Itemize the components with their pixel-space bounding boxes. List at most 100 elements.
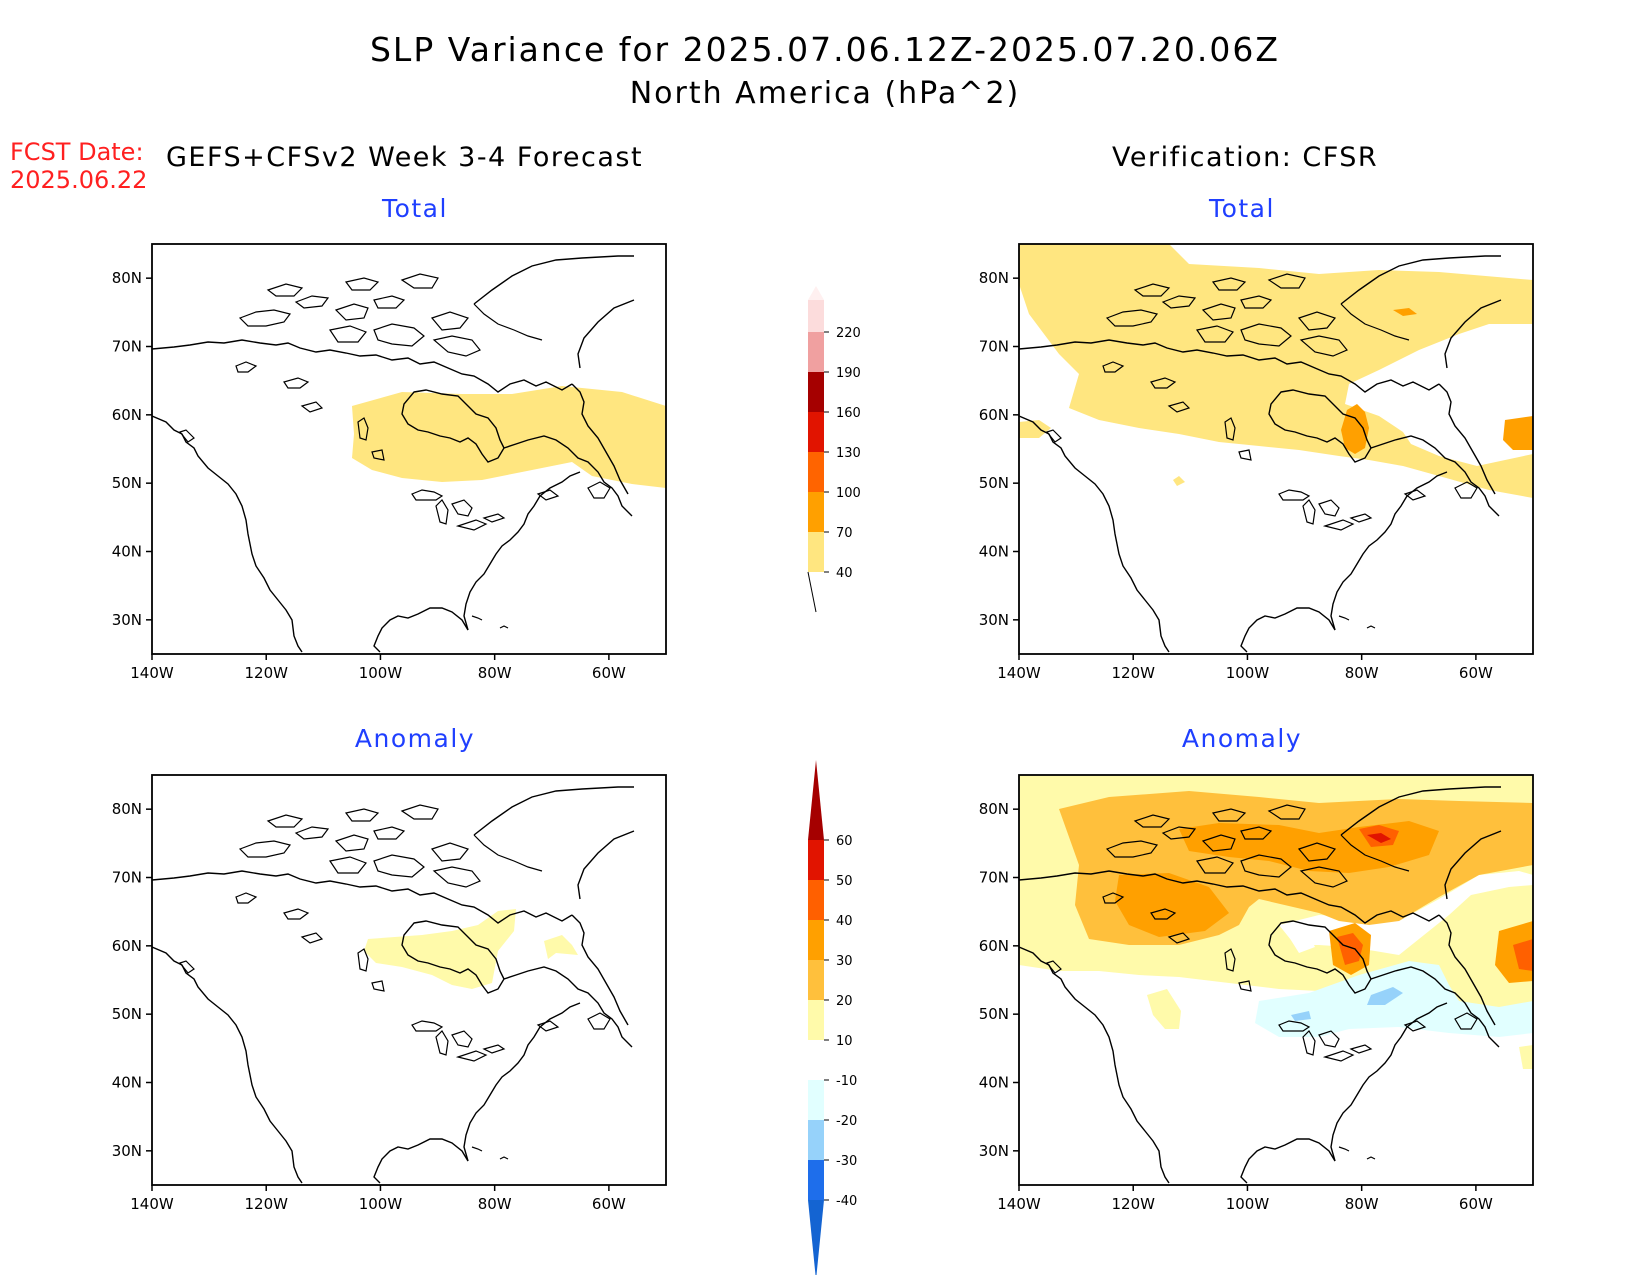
colorbar-total-label: 70	[836, 526, 853, 541]
shaded-region	[1291, 1011, 1311, 1021]
lon-tick-label: 80W	[1345, 664, 1379, 682]
lat-tick-label: 50N	[979, 1005, 1009, 1023]
lon-tick-label: 140W	[997, 664, 1041, 682]
colorbar-anomaly-label: -10	[836, 1074, 857, 1089]
colorbar-anomaly-label: 60	[836, 834, 853, 849]
lon-tick-label: 60W	[1459, 1195, 1493, 1213]
colorbar-arrow-top	[808, 286, 824, 300]
shaded-region	[1173, 476, 1185, 486]
lon-tick-label: 140W	[997, 1195, 1041, 1213]
coastline	[152, 786, 635, 1184]
colorbar-total-label: 40	[836, 566, 853, 581]
shaded-region	[1367, 833, 1391, 843]
colorbar-swatch	[808, 300, 824, 332]
colorbar-swatch	[808, 372, 824, 412]
shaded-region	[1513, 939, 1533, 971]
colorbar-total-label: 130	[836, 446, 861, 461]
colorbar-swatch	[808, 332, 824, 372]
lat-tick-label: 60N	[979, 406, 1009, 424]
panel-frame	[151, 774, 667, 1186]
colorbar-anomaly-label: 40	[836, 914, 853, 929]
lat-tick-label: 70N	[112, 869, 142, 887]
panel-title-forecast-total: Total	[382, 194, 448, 223]
panel-frame	[151, 243, 667, 655]
lat-tick-label: 40N	[979, 543, 1009, 561]
colorbar-total-label: 100	[836, 486, 861, 501]
colorbar-anomaly-label: -30	[836, 1154, 857, 1169]
lon-tick-label: 80W	[478, 664, 512, 682]
lat-tick-label: 80N	[112, 800, 142, 818]
fcst-date-block: FCST Date: 2025.06.22	[10, 138, 147, 194]
map-panel-verification-total: 140W 120W 100W 80W 60W 80N 70N 60N 50N 40N 30N	[979, 243, 1534, 682]
shaded-region	[1393, 308, 1417, 316]
lat-tick-label: 40N	[979, 1074, 1009, 1092]
lat-tick-label: 50N	[112, 474, 142, 492]
colorbar-anomaly-label: 20	[836, 994, 853, 1009]
shaded-region	[1503, 416, 1533, 450]
colorbar-total: 40 70 100 130 160 190 220	[807, 286, 861, 613]
forecast-heading: GEFS+CFSv2 Week 3-4 Forecast	[166, 142, 644, 173]
lon-tick-label: 120W	[1111, 1195, 1155, 1213]
lat-tick-label: 50N	[979, 474, 1009, 492]
panel-title-verification-anomaly: Anomaly	[1181, 724, 1303, 753]
shaded-region	[1367, 987, 1403, 1005]
shaded-region	[1341, 404, 1369, 454]
colorbar-swatch	[808, 492, 824, 532]
lat-tick-label: 80N	[979, 800, 1009, 818]
lon-tick-label: 120W	[1111, 664, 1155, 682]
lon-tick-label: 60W	[592, 664, 626, 682]
map-panel-forecast-anomaly: 140W 120W 100W 80W 60W 80N 70N 60N 50N 40N 30N	[112, 774, 667, 1213]
shaded-region	[364, 909, 516, 989]
shaded-region	[1337, 933, 1363, 965]
colorbar-anomaly-label: 50	[836, 874, 853, 889]
shaded-region	[1019, 244, 1533, 498]
colorbar-anomaly-label: -20	[836, 1114, 857, 1129]
lon-tick-label: 100W	[359, 664, 403, 682]
lat-tick-label: 30N	[112, 1142, 142, 1160]
lat-tick-label: 50N	[112, 1005, 142, 1023]
lon-tick-label: 60W	[1459, 664, 1493, 682]
lon-tick-label: 120W	[244, 664, 288, 682]
map-panel-forecast-total: 140W 120W 100W 80W 60W 80N 70N 60N 50N 40N 30N	[112, 243, 667, 682]
page-title: SLP Variance for 2025.07.06.12Z-2025.07.…	[369, 30, 1281, 69]
shaded-region	[352, 386, 666, 488]
shaded-region	[1019, 420, 1051, 438]
lon-tick-label: 100W	[1226, 1195, 1270, 1213]
lat-tick-label: 40N	[112, 1074, 142, 1092]
fcst-date-label: FCST Date:	[10, 138, 144, 166]
lat-tick-label: 80N	[112, 269, 142, 287]
colorbar-anomaly-label: 10	[836, 1034, 853, 1049]
lat-tick-label: 60N	[112, 406, 142, 424]
colorbar-arrow-bottom	[808, 1200, 824, 1275]
colorbar-swatch	[808, 1040, 824, 1080]
lon-tick-label: 140W	[130, 1195, 174, 1213]
colorbar-swatch	[808, 920, 824, 960]
lat-tick-label: 30N	[979, 611, 1009, 629]
lat-tick-label: 70N	[979, 869, 1009, 887]
colorbar-swatch	[808, 452, 824, 492]
colorbar-swatch	[808, 1120, 824, 1160]
colorbar-swatch	[808, 532, 824, 572]
lat-tick-label: 30N	[979, 1142, 1009, 1160]
colorbar-anomaly: 60 50 40 30 20 10 -10 -20 -30 -40	[808, 760, 857, 1275]
panel-frame	[1018, 243, 1534, 655]
lon-tick-label: 100W	[1226, 664, 1270, 682]
colorbar-anomaly-label: 30	[836, 954, 853, 969]
lat-tick-label: 60N	[112, 937, 142, 955]
lon-tick-label: 80W	[1345, 1195, 1379, 1213]
colorbar-swatch	[808, 1080, 824, 1120]
lon-tick-label: 100W	[359, 1195, 403, 1213]
colorbar-total-label: 160	[836, 406, 861, 421]
shaded-region	[1147, 989, 1181, 1029]
page-subtitle: North America (hPa^2)	[629, 76, 1021, 111]
lon-tick-label: 60W	[592, 1195, 626, 1213]
fcst-date-value: 2025.06.22	[10, 166, 148, 194]
shaded-region	[1289, 935, 1315, 953]
lon-tick-label: 140W	[130, 664, 174, 682]
colorbar-swatch	[808, 880, 824, 920]
lat-tick-label: 60N	[979, 937, 1009, 955]
lat-tick-label: 40N	[112, 543, 142, 561]
lat-tick-label: 70N	[979, 338, 1009, 356]
lat-tick-label: 70N	[112, 338, 142, 356]
